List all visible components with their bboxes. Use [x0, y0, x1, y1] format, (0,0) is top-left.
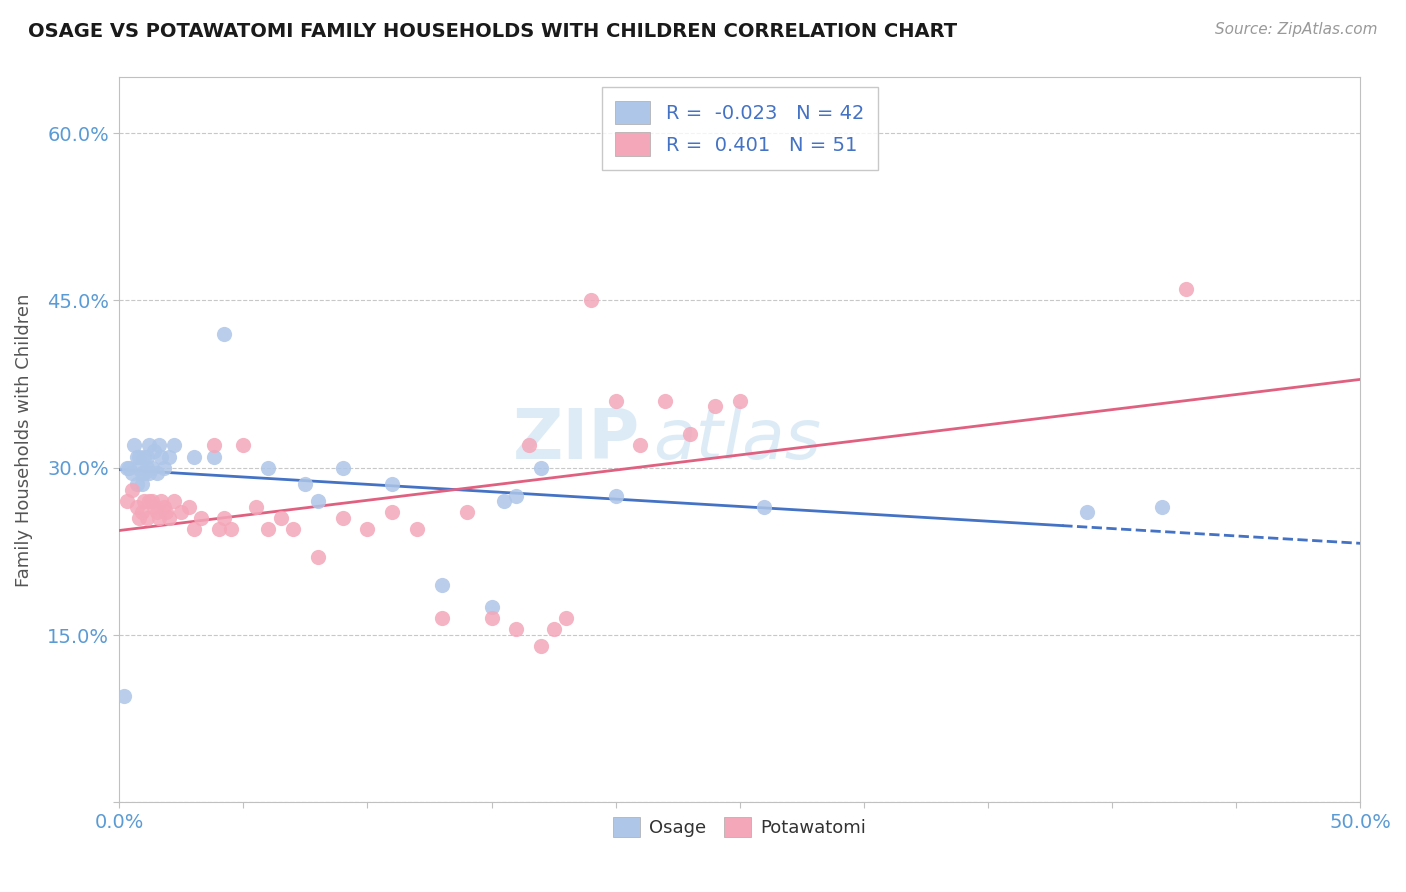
Point	[430, 611, 453, 625]
Point	[505, 489, 527, 503]
Point	[141, 460, 163, 475]
Point	[294, 477, 316, 491]
Point	[131, 467, 153, 481]
Point	[128, 450, 150, 464]
Point	[307, 549, 329, 564]
Point	[579, 293, 602, 308]
Point	[138, 467, 160, 481]
Point	[257, 460, 280, 475]
Point	[1150, 500, 1173, 514]
Point	[157, 450, 180, 464]
Point	[143, 444, 166, 458]
Point	[183, 450, 205, 464]
Text: OSAGE VS POTAWATOMI FAMILY HOUSEHOLDS WITH CHILDREN CORRELATION CHART: OSAGE VS POTAWATOMI FAMILY HOUSEHOLDS WI…	[28, 22, 957, 41]
Point	[212, 511, 235, 525]
Point	[530, 460, 553, 475]
Point	[381, 505, 404, 519]
Y-axis label: Family Households with Children: Family Households with Children	[15, 293, 32, 587]
Point	[257, 522, 280, 536]
Point	[125, 450, 148, 464]
Point	[163, 494, 186, 508]
Legend: Osage, Potawatomi: Osage, Potawatomi	[606, 810, 873, 844]
Point	[332, 511, 354, 525]
Point	[134, 450, 156, 464]
Point	[177, 500, 200, 514]
Point	[406, 522, 429, 536]
Point	[153, 500, 176, 514]
Point	[112, 690, 135, 704]
Point	[307, 494, 329, 508]
Point	[232, 438, 254, 452]
Point	[219, 522, 242, 536]
Point	[270, 511, 292, 525]
Point	[728, 393, 751, 408]
Point	[481, 611, 503, 625]
Point	[212, 326, 235, 341]
Point	[155, 505, 177, 519]
Point	[202, 450, 225, 464]
Point	[125, 477, 148, 491]
Point	[1076, 505, 1098, 519]
Point	[135, 511, 157, 525]
Point	[134, 467, 156, 481]
Point	[605, 489, 627, 503]
Text: Source: ZipAtlas.com: Source: ZipAtlas.com	[1215, 22, 1378, 37]
Point	[157, 511, 180, 525]
Point	[605, 393, 627, 408]
Point	[356, 522, 378, 536]
Point	[135, 450, 157, 464]
Point	[138, 494, 160, 508]
Point	[131, 505, 153, 519]
Point	[555, 611, 578, 625]
Point	[381, 477, 404, 491]
Point	[135, 460, 157, 475]
Point	[163, 438, 186, 452]
Point	[143, 500, 166, 514]
Point	[145, 505, 167, 519]
Point	[430, 578, 453, 592]
Point	[170, 505, 193, 519]
Point	[153, 460, 176, 475]
Point	[134, 494, 156, 508]
Point	[517, 438, 540, 452]
Point	[148, 438, 170, 452]
Point	[138, 438, 160, 452]
Point	[121, 483, 143, 497]
Point	[183, 522, 205, 536]
Point	[654, 393, 676, 408]
Point	[150, 494, 173, 508]
Point	[1175, 282, 1198, 296]
Point	[121, 467, 143, 481]
Text: ZIP: ZIP	[513, 407, 640, 474]
Point	[456, 505, 478, 519]
Point	[150, 450, 173, 464]
Point	[122, 438, 145, 452]
Point	[125, 500, 148, 514]
Point	[679, 427, 702, 442]
Point	[530, 639, 553, 653]
Point	[481, 600, 503, 615]
Point	[145, 467, 167, 481]
Point	[128, 511, 150, 525]
Point	[754, 500, 776, 514]
Point	[703, 400, 725, 414]
Point	[128, 460, 150, 475]
Text: atlas: atlas	[652, 407, 821, 474]
Point	[505, 623, 527, 637]
Point	[115, 460, 138, 475]
Point	[141, 494, 163, 508]
Point	[118, 460, 141, 475]
Point	[332, 460, 354, 475]
Point	[115, 494, 138, 508]
Point	[207, 522, 229, 536]
Point	[492, 494, 515, 508]
Point	[628, 438, 651, 452]
Point	[543, 623, 565, 637]
Point	[190, 511, 212, 525]
Point	[202, 438, 225, 452]
Point	[245, 500, 267, 514]
Point	[148, 511, 170, 525]
Point	[131, 477, 153, 491]
Point	[281, 522, 304, 536]
